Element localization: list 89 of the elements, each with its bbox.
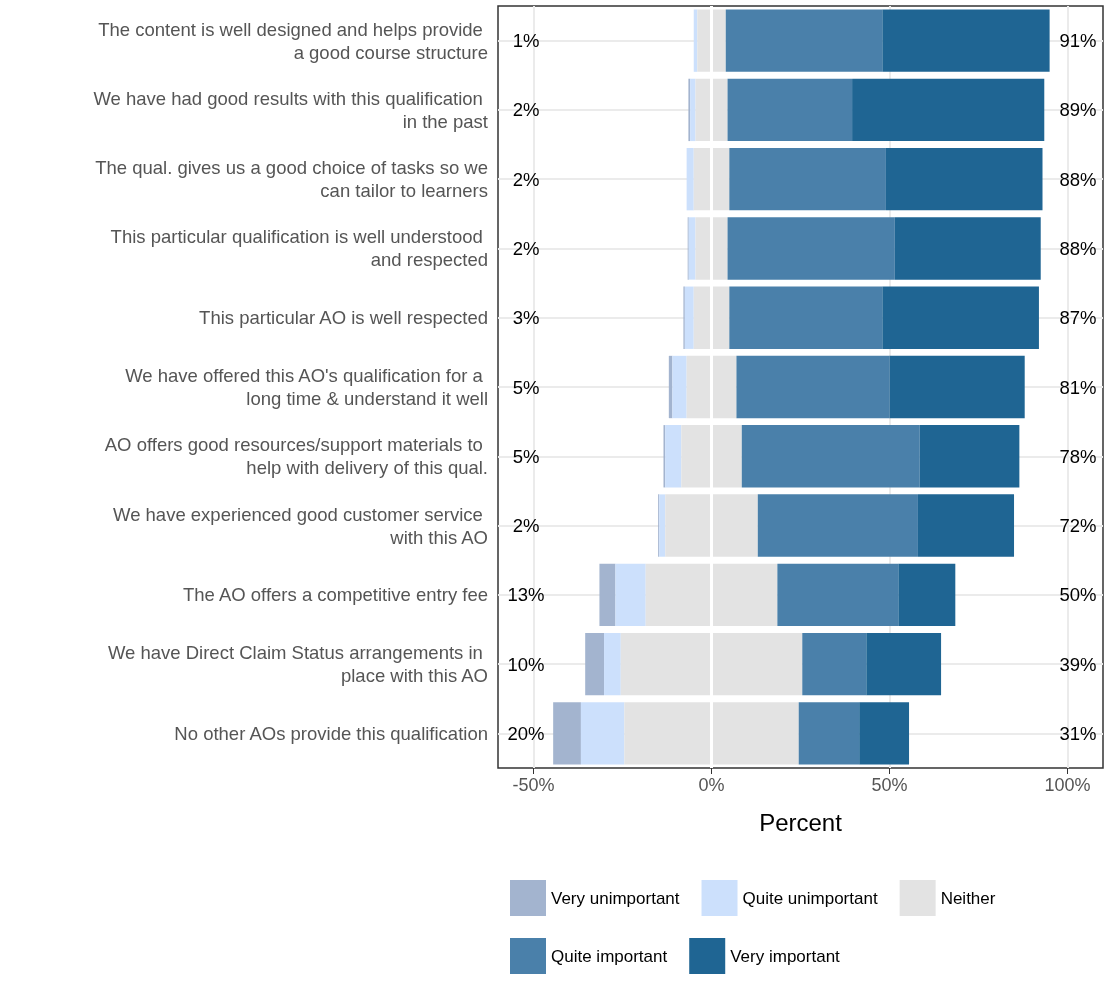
bar	[757, 494, 918, 557]
bar	[684, 286, 694, 349]
bar	[686, 355, 737, 419]
bar	[882, 286, 1039, 349]
y-tick-label: We have experienced good customer service with this AO	[113, 503, 488, 548]
bar	[688, 217, 696, 280]
bar	[690, 78, 696, 142]
bar	[741, 425, 920, 488]
legend-label: Neither	[940, 888, 996, 908]
y-tick-label: We have offered this AO's qualification for a long time & understand it well	[125, 365, 488, 409]
y-tick-label: AO offers good resources/support materials to help with delivery of this qual.	[104, 434, 488, 479]
bar	[659, 494, 666, 557]
bar	[727, 217, 895, 280]
annotation: 31%	[1059, 722, 1097, 744]
annotation: 20%	[507, 722, 545, 744]
bar	[898, 563, 956, 626]
bar	[777, 563, 899, 626]
bar	[894, 217, 1041, 280]
x-tick-label: -50%	[512, 775, 555, 795]
bar	[665, 425, 682, 488]
bar	[919, 425, 1020, 488]
annotation: 2%	[512, 99, 540, 121]
y-tick-label: The qual. gives us a good choice of tasks so we can tailor to learners	[95, 157, 488, 202]
x-axis-title: Percent	[759, 808, 843, 836]
legend-label: Very important	[730, 946, 841, 966]
legend-label: Quite important	[551, 946, 668, 966]
bar	[697, 9, 726, 72]
annotation: 2%	[512, 515, 540, 537]
bar	[686, 148, 694, 211]
bar	[695, 78, 728, 142]
y-tick-label: We have Direct Claim Status arrangements in place with this AO	[107, 642, 488, 687]
bar	[852, 78, 1045, 142]
bar	[882, 9, 1050, 72]
bar	[604, 632, 621, 696]
x-tick-label: 50%	[871, 775, 908, 795]
annotation: 88%	[1059, 168, 1097, 190]
bar	[665, 494, 758, 557]
bar	[736, 355, 890, 419]
bar	[889, 355, 1025, 419]
annotation: 2%	[512, 237, 540, 259]
y-tick-label: This particular qualification is well understood and respected	[110, 226, 488, 271]
bar	[693, 148, 730, 211]
bar	[585, 632, 605, 696]
bar	[695, 217, 728, 280]
bar	[802, 632, 867, 696]
y-tick-label: The AO offers a competitive entry fee	[182, 584, 488, 606]
y-tick-label: We have had good results with this qualification in the past	[93, 87, 488, 132]
bar	[885, 148, 1043, 211]
annotation: 89%	[1059, 99, 1097, 121]
bar	[727, 78, 853, 142]
annotation: 3%	[512, 307, 540, 329]
annotation: 39%	[1059, 653, 1097, 675]
bar	[620, 632, 803, 696]
bar	[725, 9, 883, 72]
bar	[553, 702, 581, 765]
bar	[693, 286, 730, 349]
annotation: 72%	[1059, 515, 1097, 537]
bar	[615, 563, 646, 626]
bar	[681, 425, 742, 488]
annotation: 5%	[512, 376, 540, 398]
annotation: 78%	[1059, 445, 1097, 467]
bar	[580, 702, 625, 765]
annotation: 91%	[1059, 30, 1097, 52]
annotation: 10%	[507, 653, 545, 675]
annotation: 81%	[1059, 376, 1097, 398]
annotation: 13%	[507, 584, 545, 606]
bar	[859, 702, 910, 765]
bar	[917, 494, 1015, 557]
legend-label: Very unimportant	[551, 888, 680, 908]
y-tick-label: This particular AO is well respected	[199, 307, 488, 329]
annotation: 5%	[512, 445, 540, 467]
y-tick-label: The content is well designed and helps provide a good course structure	[98, 18, 488, 63]
legend-label: Quite unimportant	[742, 888, 878, 908]
bar	[729, 286, 883, 349]
annotation: 50%	[1059, 584, 1097, 606]
bar	[624, 702, 799, 765]
bar	[645, 563, 778, 626]
bar	[729, 148, 886, 211]
annotation: 87%	[1059, 307, 1097, 329]
bar	[866, 632, 942, 696]
x-tick-label: 100%	[1044, 775, 1091, 795]
bar	[672, 355, 687, 419]
x-tick-label: 0%	[698, 775, 725, 795]
bar	[798, 702, 860, 765]
annotation: 88%	[1059, 237, 1097, 259]
annotation: 1%	[512, 30, 540, 52]
annotation: 2%	[512, 168, 540, 190]
y-tick-label: No other AOs provide this qualification	[174, 722, 488, 744]
bar	[599, 563, 616, 626]
